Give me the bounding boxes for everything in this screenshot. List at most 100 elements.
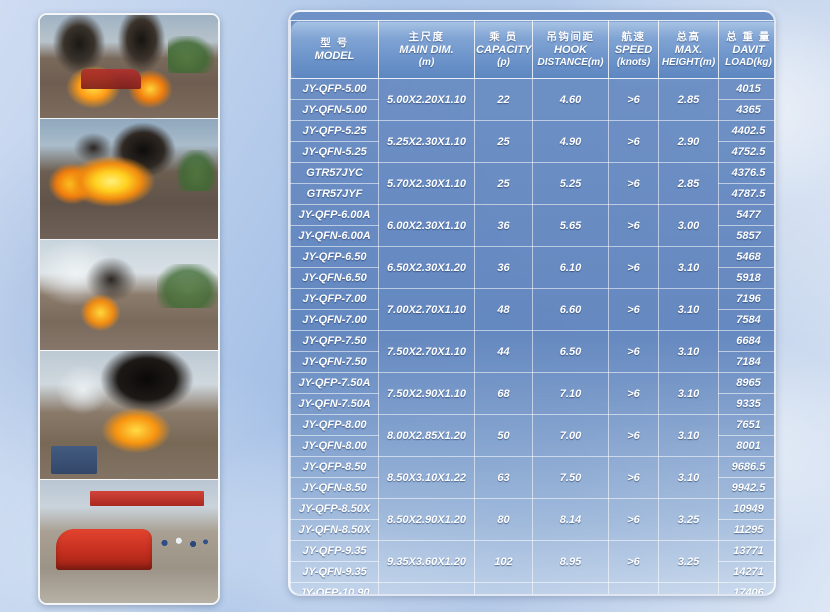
cell-hook-distance: 4.90 (532, 120, 609, 163)
cell-capacity: 102 (474, 540, 533, 583)
cell-model: JY-QFP-7.50A (290, 372, 379, 394)
cell-model: GTR57JYC (290, 162, 379, 184)
cell-speed: >6 (608, 246, 659, 289)
cell-model: GTR57JYF (290, 183, 379, 205)
cell-speed: >6 (608, 288, 659, 331)
cell-capacity: 80 (474, 498, 533, 541)
col-header-max-height: 总高 MAX. HEIGHT(m) (658, 20, 719, 79)
cell-main-dim: 8.50X2.90X1.20 (378, 498, 475, 541)
cell-model: JY-QFN-5.00 (290, 99, 379, 121)
cell-capacity: 36 (474, 246, 533, 289)
header-cn-speed: 航速 (621, 31, 646, 43)
cell-model: JY-QFN-7.50A (290, 393, 379, 415)
cell-hook-distance: 4.60 (532, 78, 609, 121)
cell-davit-load: 4752.5 (718, 141, 774, 163)
header-unit-hook: DISTANCE(m) (537, 57, 604, 68)
cell-model: JY-QFN-5.25 (290, 141, 379, 163)
cell-max-height: 3.00 (658, 204, 719, 247)
cell-main-dim: 5.70X2.30X1.10 (378, 162, 475, 205)
col-header-main-dim: 主尺度 MAIN DIM. (m) (378, 20, 475, 79)
table-row: JY-QFP-6.50 6.50X2.30X1.20 36 6.10 >6 3.10 546… (290, 246, 774, 289)
cell-davit-load: 10949 (718, 498, 774, 520)
cell-max-height: 2.85 (658, 162, 719, 205)
cell-max-height: 3.65 (658, 582, 719, 594)
cell-davit-load: 4402.5 (718, 120, 774, 142)
table-row: JY-QFN-8.50 9942.5 (290, 477, 774, 499)
header-en-main-dim: MAIN DIM. (399, 44, 454, 56)
red-lifeboat (56, 529, 153, 570)
table-row: JY-QFP-9.35 9.35X3.60X1.20 102 8.95 >6 3.25 13… (290, 540, 774, 583)
cell-max-height: 3.25 (658, 540, 719, 583)
lifeboat-spec-table: 型 号 MODEL 主尺度 MAIN DIM. (m) 乘 员 CAPACITY… (290, 20, 774, 594)
header-en-height: MAX. (674, 44, 703, 56)
cell-davit-load: 7584 (718, 309, 774, 331)
cell-model: JY-QFP-6.00A (290, 204, 379, 226)
event-banner (89, 491, 204, 506)
cell-model: JY-QFP-9.35 (290, 540, 379, 562)
cell-hook-distance: 8.95 (532, 540, 609, 583)
header-en-hook: HOOK (554, 44, 587, 56)
header-en-davit: DAVIT (732, 44, 765, 56)
header-unit-capacity: (p) (497, 57, 510, 68)
cell-model: JY-QFP-10.90 (290, 582, 379, 594)
table-row: GTR57JYF 4787.5 (290, 183, 774, 205)
cell-davit-load: 7184 (718, 351, 774, 373)
cell-speed: >6 (608, 582, 659, 594)
cell-speed: >6 (608, 330, 659, 373)
header-cn-main-dim: 主尺度 (408, 31, 445, 43)
cell-hook-distance: 8.14 (532, 498, 609, 541)
cell-main-dim: 7.50X2.90X1.10 (378, 372, 475, 415)
specification-table-panel: 型 号 MODEL 主尺度 MAIN DIM. (m) 乘 员 CAPACITY… (288, 10, 776, 596)
table-row: JY-QFN-5.00 4365 (290, 99, 774, 121)
cell-hook-distance: 10.50 (532, 582, 609, 594)
cell-model: JY-QFN-7.50 (290, 351, 379, 373)
cell-capacity: 68 (474, 372, 533, 415)
cell-max-height: 2.90 (658, 120, 719, 163)
table-row: JY-QFP-10.9010.90X3.90X1.2013010.50>63.6… (290, 582, 774, 594)
cell-model: JY-QFP-6.50 (290, 246, 379, 268)
cell-capacity: 25 (474, 162, 533, 205)
cell-hook-distance: 6.50 (532, 330, 609, 373)
fire-test-photo-strip: burning-vehicle-black-smoke large-fuel-f… (38, 13, 220, 605)
cell-davit-load: 4376.5 (718, 162, 774, 184)
table-row: JY-QFP-8.50 8.50X3.10X1.22 63 7.50 >6 3.10 968… (290, 456, 774, 499)
cell-hook-distance: 5.65 (532, 204, 609, 247)
cell-model: JY-QFP-7.00 (290, 288, 379, 310)
cell-speed: >6 (608, 162, 659, 205)
photo-lifeboat-demo: red-lifeboat-demonstration-crowd (40, 480, 218, 603)
cell-hook-distance: 7.00 (532, 414, 609, 457)
cell-speed: >6 (608, 456, 659, 499)
col-header-model: 型 号 MODEL (290, 20, 379, 79)
table-row: JY-QFP-5.00 5.00X2.20X1.10 22 4.60 >6 2.85 401… (290, 78, 774, 121)
cell-hook-distance: 7.50 (532, 456, 609, 499)
cell-main-dim: 5.00X2.20X1.10 (378, 78, 475, 121)
header-cn-height: 总高 (676, 31, 701, 43)
header-cn-capacity: 乘 员 (489, 31, 518, 43)
cell-davit-load: 6684 (718, 330, 774, 352)
cell-speed: >6 (608, 540, 659, 583)
cell-speed: >6 (608, 204, 659, 247)
cell-max-height: 2.85 (658, 78, 719, 121)
cell-capacity: 25 (474, 120, 533, 163)
header-en-model: MODEL (314, 50, 355, 62)
header-cn-hook: 吊钩间距 (546, 31, 595, 43)
table-body: JY-QFP-5.00 5.00X2.20X1.10 22 4.60 >6 2.85 401… (290, 78, 774, 594)
cell-davit-load: 9335 (718, 393, 774, 415)
cell-capacity: 50 (474, 414, 533, 457)
cell-model: JY-QFP-5.00 (290, 78, 379, 100)
cell-main-dim: 6.50X2.30X1.20 (378, 246, 475, 289)
cell-main-dim: 8.50X3.10X1.22 (378, 456, 475, 499)
cell-davit-load: 5477 (718, 204, 774, 226)
cell-davit-load: 17406 (718, 582, 774, 594)
cell-speed: >6 (608, 498, 659, 541)
cell-speed: >6 (608, 120, 659, 163)
header-unit-main-dim: (m) (418, 57, 435, 68)
cell-davit-load: 9942.5 (718, 477, 774, 499)
cell-max-height: 3.25 (658, 498, 719, 541)
cell-davit-load: 9686.5 (718, 456, 774, 478)
cell-davit-load: 4015 (718, 78, 774, 100)
cell-model: JY-QFN-7.00 (290, 309, 379, 331)
cell-main-dim: 6.00X2.30X1.10 (378, 204, 475, 247)
cell-max-height: 3.10 (658, 372, 719, 415)
